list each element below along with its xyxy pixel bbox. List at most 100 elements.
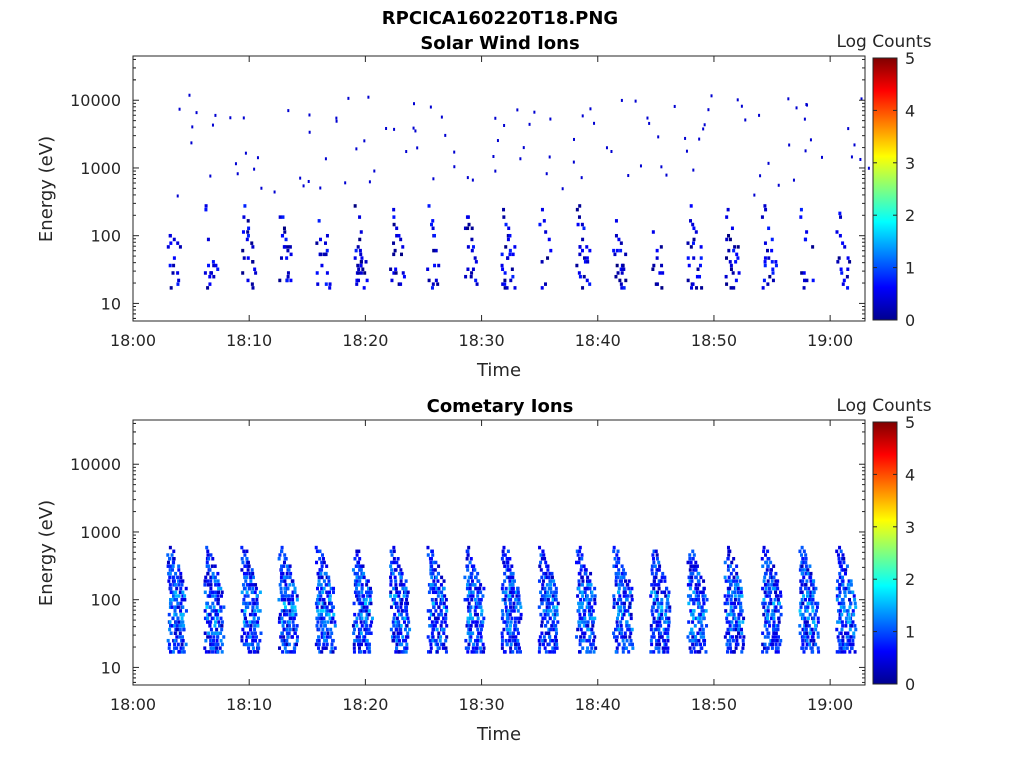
heatmap-cell bbox=[368, 180, 371, 184]
heatmap-cell bbox=[506, 233, 510, 238]
heatmap-cell bbox=[440, 590, 444, 595]
heatmap-cell bbox=[439, 635, 443, 639]
heatmap-cell bbox=[772, 616, 776, 621]
heatmap-cell bbox=[355, 586, 359, 591]
heatmap-cell bbox=[365, 612, 369, 617]
heatmap-cell bbox=[554, 590, 558, 595]
heatmap-cell bbox=[358, 579, 362, 583]
heatmap-cell bbox=[358, 557, 362, 561]
heatmap-cell bbox=[466, 226, 470, 231]
heatmap-cell bbox=[508, 579, 512, 583]
heatmap-cell bbox=[660, 635, 664, 639]
heatmap-cell bbox=[586, 620, 590, 624]
heatmap-cell bbox=[318, 597, 322, 602]
heatmap-cell bbox=[464, 638, 468, 643]
heatmap-cell bbox=[651, 631, 655, 636]
heatmap-cell bbox=[812, 642, 816, 647]
heatmap-cell bbox=[763, 624, 767, 628]
heatmap-cell bbox=[799, 207, 803, 212]
heatmap-cell bbox=[175, 635, 179, 639]
heatmap-cell bbox=[731, 638, 735, 643]
heatmap-cell bbox=[211, 557, 215, 561]
heatmap-cell bbox=[693, 624, 697, 628]
heatmap-cell bbox=[292, 627, 296, 632]
heatmap-cell bbox=[800, 590, 804, 595]
heatmap-cell bbox=[582, 597, 586, 602]
heatmap-cell bbox=[286, 650, 290, 654]
heatmap-cell bbox=[353, 571, 357, 576]
heatmap-cell bbox=[211, 642, 215, 647]
heatmap-cell bbox=[405, 612, 409, 617]
heatmap-cell bbox=[806, 571, 810, 576]
heatmap-cell bbox=[505, 616, 509, 621]
heatmap-cell bbox=[476, 594, 480, 598]
heatmap-cell bbox=[282, 627, 286, 632]
heatmap-cell bbox=[397, 564, 401, 568]
heatmap-cell bbox=[500, 635, 504, 639]
heatmap-cell bbox=[355, 278, 359, 283]
heatmap-cell bbox=[614, 564, 618, 568]
heatmap-cell bbox=[322, 560, 326, 565]
heatmap-cell bbox=[242, 116, 245, 120]
heatmap-cell bbox=[613, 252, 617, 257]
heatmap-cell bbox=[689, 560, 693, 565]
heatmap-cell bbox=[622, 267, 626, 272]
heatmap-cell bbox=[575, 560, 579, 565]
heatmap-cell bbox=[630, 627, 634, 632]
heatmap-cell bbox=[621, 638, 625, 643]
heatmap-cell bbox=[358, 638, 362, 643]
heatmap-cell bbox=[514, 590, 518, 595]
heatmap-cell bbox=[470, 579, 474, 583]
heatmap-cell bbox=[434, 278, 438, 283]
heatmap-cell bbox=[284, 583, 288, 587]
heatmap-cell bbox=[399, 575, 403, 580]
heatmap-cell bbox=[510, 267, 514, 272]
heatmap-cell bbox=[206, 286, 210, 290]
heatmap-cell bbox=[251, 612, 255, 617]
heatmap-cell bbox=[315, 616, 319, 621]
heatmap-cell bbox=[840, 620, 844, 624]
heatmap-cell bbox=[279, 256, 283, 260]
heatmap-cell bbox=[281, 594, 285, 598]
heatmap-cell bbox=[733, 616, 737, 621]
heatmap-cell bbox=[206, 237, 210, 242]
heatmap-cell bbox=[397, 571, 401, 576]
heatmap-cell bbox=[363, 627, 367, 632]
heatmap-cell bbox=[208, 274, 212, 279]
heatmap-cell bbox=[352, 627, 356, 632]
heatmap-cell bbox=[624, 646, 628, 650]
heatmap-cell bbox=[758, 113, 761, 117]
heatmap-cell bbox=[577, 579, 581, 583]
heatmap-cell bbox=[389, 575, 393, 580]
heatmap-cell bbox=[166, 553, 170, 557]
heatmap-cell bbox=[688, 553, 692, 557]
heatmap-cell bbox=[614, 233, 618, 238]
heatmap-cell bbox=[540, 575, 544, 580]
heatmap-cell bbox=[278, 278, 282, 283]
heatmap-cell bbox=[179, 579, 183, 583]
heatmap-cell bbox=[549, 117, 552, 121]
heatmap-cell bbox=[324, 282, 328, 286]
heatmap-cell bbox=[505, 575, 509, 580]
heatmap-cell bbox=[294, 612, 298, 617]
heatmap-cell bbox=[430, 624, 434, 628]
heatmap-cell bbox=[287, 594, 291, 598]
heatmap-cell bbox=[854, 627, 858, 632]
heatmap-cell bbox=[471, 267, 475, 272]
heatmap-cell bbox=[770, 575, 774, 580]
heatmap-cell bbox=[289, 571, 293, 576]
x-tick-label: 18:00 bbox=[110, 331, 156, 350]
heatmap-cell bbox=[615, 601, 619, 606]
heatmap-cell bbox=[689, 583, 693, 587]
heatmap-cell bbox=[593, 616, 597, 621]
heatmap-cell bbox=[171, 616, 175, 621]
heatmap-cell bbox=[843, 245, 847, 249]
heatmap-cell bbox=[612, 605, 616, 609]
heatmap-cell bbox=[583, 256, 587, 260]
heatmap-cell bbox=[316, 620, 320, 624]
heatmap-cell bbox=[813, 612, 817, 617]
heatmap-cell bbox=[695, 597, 699, 602]
heatmap-cell bbox=[318, 557, 322, 561]
heatmap-cell bbox=[705, 624, 709, 628]
heatmap-cell bbox=[253, 638, 257, 643]
